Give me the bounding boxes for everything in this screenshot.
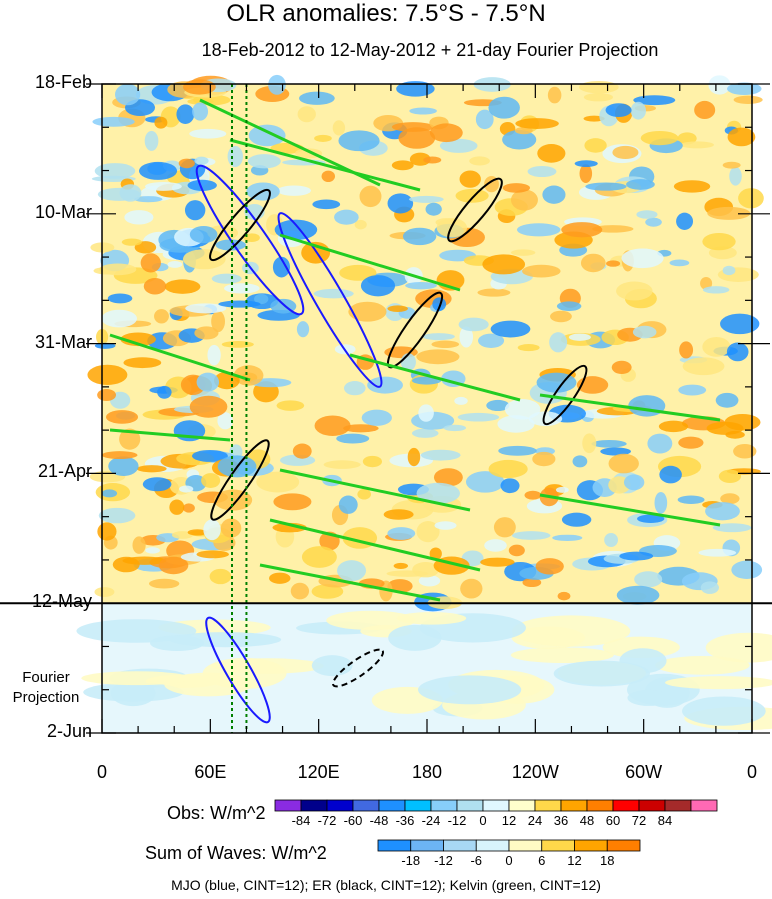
waves-colorbar-label: -12	[434, 853, 453, 868]
x-tick-label: 60W	[625, 762, 663, 782]
obs-colorbar-swatch	[404, 799, 432, 812]
obs-colorbar-swatch	[456, 799, 484, 812]
obs-colorbar-swatch	[690, 799, 718, 812]
waves-colorbar-swatch	[508, 839, 543, 852]
obs-colorbar-swatch	[612, 799, 640, 812]
obs-colorbar-label: 48	[579, 813, 595, 828]
y-tick-label: 31-Mar	[34, 331, 92, 352]
x-tick-label: 0	[96, 762, 107, 782]
obs-colorbar-swatch	[534, 799, 562, 812]
obs-colorbar-label: 12	[501, 813, 517, 828]
obs-colorbar-swatch	[664, 799, 692, 812]
obs-colorbar-swatch	[482, 799, 510, 812]
obs-colorbar-swatch	[300, 799, 328, 812]
waves-colorbar-label: -6	[470, 853, 483, 868]
obs-colorbar-swatch	[378, 799, 406, 812]
projection-label: Fourier Projection	[0, 668, 92, 708]
waves-colorbar-label: 18	[600, 853, 615, 868]
obs-colorbar-swatch	[352, 799, 380, 812]
obs-colorbar-swatch	[638, 799, 666, 812]
obs-colorbar-swatch	[326, 799, 354, 812]
x-tick-label: 120E	[297, 762, 340, 782]
obs-colorbar-swatch	[560, 799, 588, 812]
obs-colorbar-swatch	[586, 799, 614, 812]
x-tick-label: 120W	[511, 762, 559, 782]
y-tick-label: 12-May	[31, 591, 92, 612]
x-tick-label: 60E	[194, 762, 227, 782]
projection-label-line2: Projection	[12, 689, 80, 706]
obs-colorbar-label: 72	[631, 813, 647, 828]
y-tick-label: 21-Apr	[37, 461, 92, 482]
obs-colorbar-label: 0	[479, 813, 487, 828]
obs-colorbar-label: 84	[657, 813, 673, 828]
obs-colorbar-label: 24	[527, 813, 543, 828]
chart-title: OLR anomalies: 7.5°S - 7.5°N	[226, 0, 546, 27]
waves-colorbar-swatch	[410, 839, 444, 852]
waves-colorbar-swatch	[606, 839, 641, 852]
chart-subtitle: 18-Feb-2012 to 12-May-2012 + 21-day Four…	[201, 40, 659, 60]
obs-colorbar-label: -36	[395, 813, 415, 828]
waves-colorbar-swatch	[377, 839, 412, 852]
y-tick-label: 18-Feb	[34, 72, 92, 92]
x-tick-label: 0	[746, 762, 757, 782]
footnote: MJO (blue, CINT=12); ER (black, CINT=12)…	[171, 877, 601, 893]
y-tick-label: 2-Jun	[46, 721, 92, 741]
obs-colorbar-swatch	[430, 799, 458, 812]
obs-colorbar-label: -48	[369, 813, 389, 828]
obs-colorbar-label: -60	[343, 813, 363, 828]
obs-colorbar-title: Obs: W/m^2	[167, 803, 266, 823]
obs-colorbar-label: -24	[421, 813, 441, 828]
waves-colorbar-label: 6	[538, 853, 546, 868]
obs-colorbar-swatch	[508, 799, 536, 812]
obs-colorbar-label: -12	[447, 813, 467, 828]
waves-colorbar-label: 0	[505, 853, 513, 868]
obs-colorbar-label: -72	[317, 813, 337, 828]
waves-colorbar-swatch	[574, 839, 608, 852]
obs-colorbar-swatch	[274, 799, 302, 812]
waves-colorbar-swatch	[443, 839, 477, 852]
x-tick-label: 180	[411, 762, 443, 782]
obs-colorbar-label: 36	[553, 813, 569, 828]
waves-colorbar-swatch	[541, 839, 575, 852]
obs-colorbar-label: 60	[605, 813, 621, 828]
y-tick-label: 10-Mar	[34, 201, 92, 222]
waves-colorbar-title: Sum of Waves: W/m^2	[145, 843, 327, 863]
projection-label-line1: Fourier	[22, 669, 70, 686]
waves-colorbar-swatch	[475, 839, 510, 852]
waves-colorbar-label: -18	[401, 853, 421, 868]
obs-colorbar-label: -84	[291, 813, 311, 828]
waves-colorbar-label: 12	[567, 853, 582, 868]
